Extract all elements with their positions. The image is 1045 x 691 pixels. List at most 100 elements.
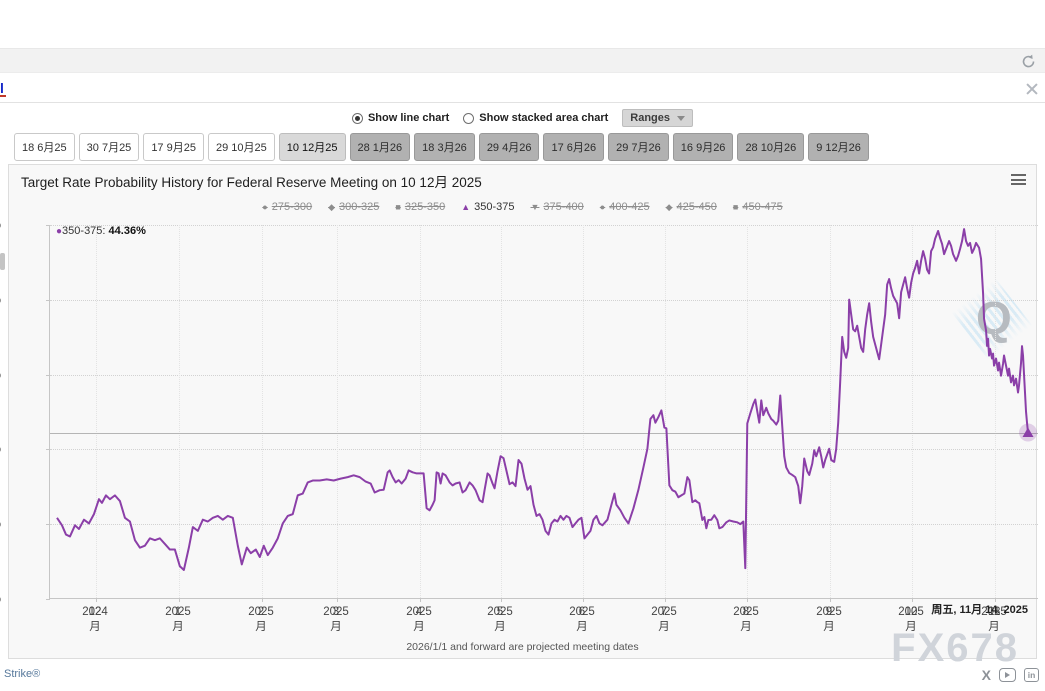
line-chart-radio-label: Show line chart: [367, 112, 450, 124]
tab-meeting-8[interactable]: 17 6月26: [543, 133, 605, 161]
tab-meeting-2[interactable]: 17 9月25: [143, 133, 204, 161]
square-marker-icon: ■: [395, 201, 401, 212]
x-tick: [337, 598, 338, 602]
x-tick: [501, 598, 502, 602]
x-axis-labels: 12月 2024 1月 2025 2月 2025 3月 2025 4月 2025 5月 2025 6月 2…: [82, 606, 1007, 633]
y-axis-label: 20%: [0, 518, 1, 530]
gridline: [50, 299, 1038, 301]
legend-item-300-325[interactable]: ◆ 300-325: [328, 201, 379, 213]
legend-label: 325-350: [404, 201, 446, 213]
current-date-label: 周五, 11月 14, 2025: [931, 604, 1028, 616]
projection-footnote: 2026/1/1 and forward are projected meeti…: [406, 641, 639, 653]
month-gridline: [420, 225, 421, 598]
clipped-link-fragment[interactable]: l: [0, 80, 6, 97]
ranges-dropdown[interactable]: Ranges: [622, 109, 694, 127]
y-tick: [46, 225, 50, 226]
diamond-marker-icon: ◆: [665, 201, 673, 212]
x-tick: [830, 598, 831, 602]
y-axis-label: 0%: [0, 593, 1, 605]
tab-meeting-4[interactable]: 10 12月25: [278, 133, 346, 161]
x-tick: [583, 598, 584, 602]
toolbar-strip: [0, 48, 1045, 73]
legend-label: 300-325: [339, 201, 380, 213]
month-gridline: [747, 225, 748, 598]
square-marker-icon: ■: [732, 201, 739, 212]
month-gridline: [665, 225, 666, 598]
triangle-down-marker-icon: ▼: [530, 201, 540, 212]
meeting-date-tabs: 18 6月25 30 7月25 17 9月25 29 10月25 10 12月25 28 …: [14, 133, 869, 161]
chevron-down-icon: [677, 115, 686, 121]
plot-area: Q ●350-375: 44.36%: [46, 225, 1038, 602]
quikstrike-logo[interactable]: Strike®: [4, 668, 41, 680]
tab-meeting-1[interactable]: 30 7月25: [78, 133, 140, 161]
chart-panel: Target Rate Probability History for Fede…: [0, 164, 1038, 659]
linkedin-icon[interactable]: in: [1024, 668, 1039, 682]
y-axis-label: 100%: [0, 219, 1, 231]
legend-label: 450-475: [742, 201, 783, 213]
left-scrollbar-thumb[interactable]: [0, 253, 5, 270]
line-chart-radio[interactable]: Show line chart: [351, 112, 450, 124]
y-tick: [46, 374, 50, 376]
legend-label: 425-450: [676, 201, 717, 213]
series-dot-icon: ●: [56, 226, 63, 237]
legend-label: 275-300: [271, 201, 313, 213]
legend-item-450-475[interactable]: ■ 450-475: [733, 201, 783, 213]
refresh-icon[interactable]: [1020, 53, 1037, 70]
month-gridline: [337, 225, 338, 598]
tab-meeting-3[interactable]: 29 10月25: [207, 133, 275, 161]
series-tooltip: ●350-375: 44.36%: [56, 225, 146, 237]
month-gridline: [830, 225, 831, 598]
tab-meeting-10[interactable]: 16 9月26: [672, 133, 734, 161]
x-tick: [96, 598, 97, 602]
gridline: [50, 374, 1038, 376]
radio-selected-icon[interactable]: [351, 112, 363, 124]
ranges-dropdown-label: Ranges: [630, 112, 671, 124]
tab-meeting-6[interactable]: 18 3月26: [414, 133, 475, 161]
stacked-area-radio[interactable]: Show stacked area chart: [463, 112, 608, 124]
month-gridline: [583, 225, 584, 598]
legend-item-325-350[interactable]: ■ 325-350: [395, 201, 445, 213]
x-tick: [262, 598, 263, 602]
y-axis-label: 60%: [0, 369, 1, 381]
stacked-area-radio-label: Show stacked area chart: [479, 112, 609, 124]
chart-menu-icon[interactable]: [1011, 174, 1026, 185]
month-gridline: [262, 225, 263, 598]
legend-item-375-400[interactable]: ▼ 375-400: [531, 201, 584, 213]
legend-item-275-300[interactable]: ● 275-300: [262, 201, 312, 213]
tab-meeting-0[interactable]: 18 6月25: [14, 133, 75, 161]
tab-meeting-12[interactable]: 9 12月26: [808, 133, 869, 161]
chart-legend: ● 275-300 ◆ 300-325 ■ 325-350 ▲ 350-375 ▼ 375-400…: [9, 201, 1036, 213]
legend-item-400-425[interactable]: ● 400-425: [600, 201, 650, 213]
sub-toolbar-strip: [0, 74, 1045, 103]
tab-meeting-11[interactable]: 28 10月26: [737, 133, 805, 161]
social-icons: X in: [982, 668, 1039, 682]
month-gridline: [96, 225, 97, 598]
month-gridline: [995, 225, 996, 598]
x-tick: [912, 598, 913, 602]
x-twitter-icon[interactable]: X: [981, 667, 991, 683]
month-gridline: [912, 225, 913, 598]
circle-marker-icon: ●: [262, 201, 268, 212]
tab-meeting-5[interactable]: 28 1月26: [349, 133, 411, 161]
chart-title: Target Rate Probability History for Fede…: [21, 175, 482, 190]
y-axis-label: 80%: [0, 294, 1, 306]
tab-meeting-9[interactable]: 29 7月26: [608, 133, 669, 161]
close-icon[interactable]: [1025, 82, 1039, 96]
youtube-icon[interactable]: [999, 668, 1016, 682]
radio-unselected-icon[interactable]: [463, 112, 475, 124]
diamond-marker-icon: ◆: [328, 201, 336, 212]
x-tick: [420, 598, 421, 602]
gridline: [50, 449, 1038, 451]
x-tick: [665, 598, 666, 602]
triangle-up-marker-icon: ▲: [461, 201, 471, 212]
legend-item-350-375[interactable]: ▲ 350-375: [461, 201, 514, 213]
probability-line-svg: [56, 228, 1038, 571]
y-axis-labels: 0% 20% 40% 60% 80% 100%: [0, 219, 49, 605]
legend-item-425-450[interactable]: ◆ 425-450: [666, 201, 717, 213]
chart-type-controls: Show line chart Show stacked area chart …: [0, 108, 1045, 128]
legend-label: 350-375: [474, 201, 515, 213]
tab-meeting-7[interactable]: 29 4月26: [478, 133, 540, 161]
end-marker-triangle-icon: [1022, 427, 1034, 438]
tooltip-series-name: 350-375:: [62, 225, 106, 237]
